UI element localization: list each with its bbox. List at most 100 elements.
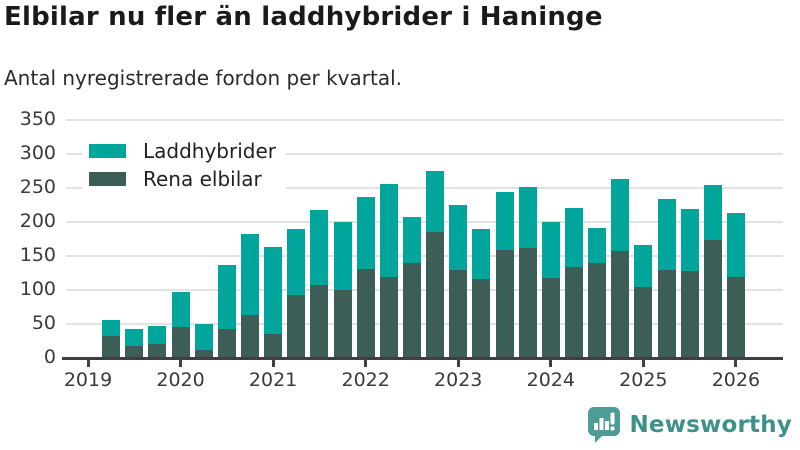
newsworthy-bubble-icon (588, 407, 621, 443)
bar-2021q2-laddhybrider (287, 228, 306, 296)
bar-2022q2-laddhybrider (379, 183, 398, 278)
x-axis-label-2026: 2026 (711, 369, 761, 391)
bar-2024q2-laddhybrider (564, 208, 583, 267)
legend-swatch-rena-elbilar (89, 172, 126, 186)
bar-2019q4-laddhybrider (148, 326, 167, 344)
gridline-50 (66, 323, 783, 325)
x-axis-line (62, 356, 783, 360)
gridline-300 (66, 153, 783, 155)
bar-2021q3-rena-elbilar (310, 284, 329, 358)
legend-label: Laddhybrider (143, 139, 276, 163)
page-title: Elbilar nu fler än laddhybrider i Haning… (4, 2, 603, 32)
bar-2020q4-rena-elbilar (240, 315, 259, 358)
x-axis-tick-2019 (86, 359, 90, 367)
y-axis-label: 300 (19, 142, 56, 164)
bar-2024q2-rena-elbilar (564, 266, 583, 358)
bar-2025q1-laddhybrider (634, 245, 653, 287)
bar-2025q4-rena-elbilar (703, 239, 722, 358)
y-axis-label: 200 (19, 210, 56, 232)
bar-2025q2-rena-elbilar (657, 269, 676, 358)
x-axis-label-2025: 2025 (619, 369, 668, 391)
bar-2020q1-laddhybrider (171, 292, 190, 328)
legend-item-rena-elbilar: Rena elbilar (89, 168, 276, 190)
bar-2025q1-rena-elbilar (634, 286, 653, 358)
y-axis-label: 250 (19, 176, 56, 198)
bar-2019q3-rena-elbilar (125, 346, 144, 358)
gridline-250 (66, 187, 783, 189)
bar-2023q4-laddhybrider (518, 187, 537, 248)
x-axis-label-2020: 2020 (156, 369, 205, 391)
gridline-350 (66, 119, 783, 121)
bar-2021q4-laddhybrider (333, 222, 352, 290)
bar-2019q2-laddhybrider (102, 319, 121, 336)
bar-2019q3-laddhybrider (125, 328, 144, 347)
bar-2025q3-rena-elbilar (680, 270, 699, 358)
bar-2021q1-laddhybrider (264, 247, 283, 334)
x-axis-tick-2021 (271, 359, 275, 367)
x-axis-label-2022: 2022 (341, 369, 390, 391)
legend-label: Rena elbilar (143, 167, 262, 191)
bar-2023q4-rena-elbilar (518, 247, 537, 358)
y-axis-label: 350 (19, 108, 56, 130)
brand-name: Newsworthy (629, 412, 792, 438)
bar-2024q4-rena-elbilar (611, 251, 630, 358)
y-axis-label: 50 (31, 312, 56, 334)
bar-2025q3-laddhybrider (680, 209, 699, 271)
bar-2021q1-rena-elbilar (264, 333, 283, 358)
x-axis-label-2023: 2023 (434, 369, 483, 391)
legend-swatch-laddhybrider (89, 144, 126, 158)
legend-item-laddhybrider: Laddhybrider (89, 140, 276, 162)
bar-2021q2-rena-elbilar (287, 295, 306, 358)
bar-2025q4-laddhybrider (703, 184, 722, 240)
bar-2020q4-laddhybrider (240, 233, 259, 316)
y-axis-label: 0 (43, 346, 56, 368)
page-subtitle: Antal nyregistrerade fordon per kvartal. (4, 66, 403, 90)
bar-2023q2-laddhybrider (472, 229, 491, 280)
gridline-150 (66, 255, 783, 257)
bar-2022q3-laddhybrider (402, 216, 421, 263)
bar-2026q1-rena-elbilar (726, 277, 745, 358)
bar-2020q3-rena-elbilar (217, 329, 236, 358)
x-axis-label-2021: 2021 (248, 369, 298, 391)
bar-2020q1-rena-elbilar (171, 327, 190, 358)
gridline-100 (66, 289, 783, 291)
bar-2023q2-rena-elbilar (472, 279, 491, 358)
bar-2022q1-rena-elbilar (356, 268, 375, 358)
bar-2022q4-laddhybrider (426, 171, 445, 232)
bar-2024q1-laddhybrider (541, 222, 560, 278)
bar-2023q3-laddhybrider (495, 192, 514, 250)
bar-2024q1-rena-elbilar (541, 277, 560, 358)
bar-2019q4-rena-elbilar (148, 343, 167, 358)
chart-legend: Laddhybrider Rena elbilar (82, 131, 286, 202)
bar-2021q4-rena-elbilar (333, 290, 352, 358)
bar-2022q1-laddhybrider (356, 196, 375, 269)
x-axis-label-2019: 2019 (63, 369, 113, 391)
bar-2023q1-rena-elbilar (449, 270, 468, 358)
x-axis-tick-2023 (456, 359, 460, 367)
x-axis-tick-2026 (734, 359, 738, 367)
bar-2022q2-rena-elbilar (379, 277, 398, 358)
x-axis-tick-2020 (179, 359, 183, 367)
bar-2020q2-laddhybrider (194, 324, 213, 350)
gridline-200 (66, 221, 783, 223)
bar-2021q3-laddhybrider (310, 209, 329, 285)
newsworthy-logo: Newsworthy (587, 406, 792, 444)
bar-2023q3-rena-elbilar (495, 249, 514, 358)
bar-2024q3-laddhybrider (588, 228, 607, 264)
bar-2025q2-laddhybrider (657, 198, 676, 270)
bar-2024q4-laddhybrider (611, 179, 630, 252)
x-axis-tick-2025 (641, 359, 645, 367)
y-axis-label: 150 (19, 244, 56, 266)
bar-2022q4-rena-elbilar (426, 231, 445, 358)
bar-2026q1-laddhybrider (726, 213, 745, 278)
bar-2023q1-laddhybrider (449, 205, 468, 271)
bar-2022q3-rena-elbilar (402, 262, 421, 358)
bar-2020q2-rena-elbilar (194, 349, 213, 358)
bar-2024q3-rena-elbilar (588, 263, 607, 358)
x-axis-label-2024: 2024 (526, 369, 575, 391)
x-axis-tick-2022 (364, 359, 368, 367)
bar-2020q3-laddhybrider (217, 264, 236, 330)
y-axis-label: 100 (19, 278, 56, 300)
bar-2019q2-rena-elbilar (102, 335, 121, 358)
